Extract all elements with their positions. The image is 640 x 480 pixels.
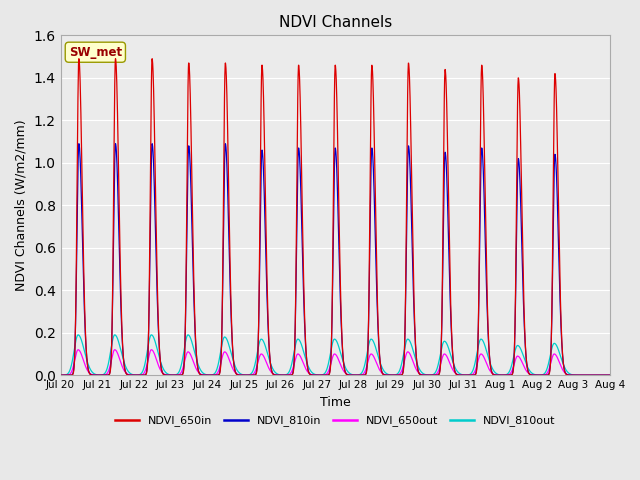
Y-axis label: NDVI Channels (W/m2/mm): NDVI Channels (W/m2/mm) [15, 120, 28, 291]
Legend: NDVI_650in, NDVI_810in, NDVI_650out, NDVI_810out: NDVI_650in, NDVI_810in, NDVI_650out, NDV… [111, 411, 560, 431]
X-axis label: Time: Time [320, 396, 351, 408]
Title: NDVI Channels: NDVI Channels [278, 15, 392, 30]
Text: SW_met: SW_met [68, 46, 122, 59]
